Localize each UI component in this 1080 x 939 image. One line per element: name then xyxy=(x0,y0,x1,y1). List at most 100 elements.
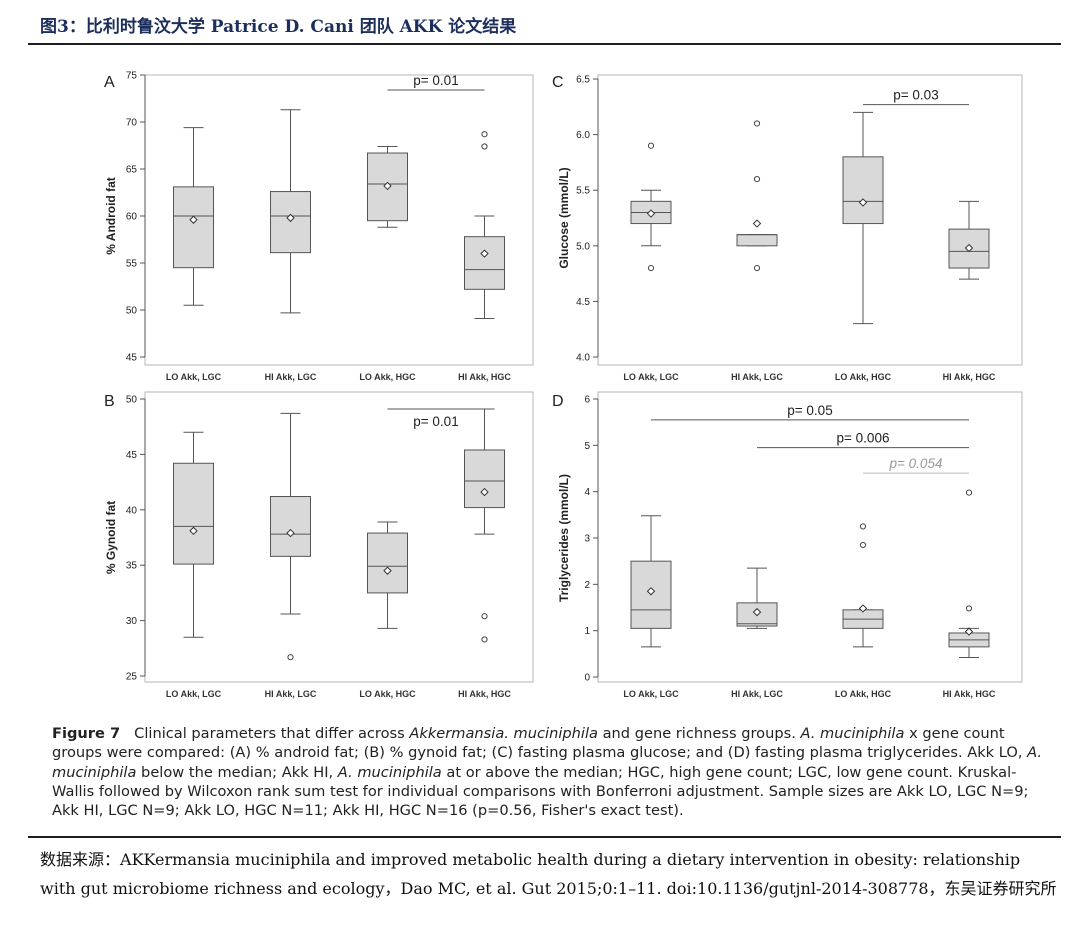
box-3 xyxy=(842,523,884,648)
y-tick-label: 40 xyxy=(126,505,138,516)
mean-marker xyxy=(286,213,295,223)
box-1 xyxy=(630,142,672,272)
y-tick-label: 50 xyxy=(126,306,138,317)
panel-letter: C xyxy=(552,74,564,91)
significance-bracket: p= 0.006 xyxy=(757,431,969,449)
outlier-point xyxy=(859,523,867,530)
y-tick-label: 6 xyxy=(584,395,590,406)
box-iqr xyxy=(270,191,311,254)
x-tick-label: LO Akk, HGC xyxy=(835,689,892,699)
y-tick-label: 0 xyxy=(584,673,590,684)
outlier-point xyxy=(481,131,488,138)
x-tick-label: HI Akk, HGC xyxy=(458,372,511,382)
y-axis-label: Glucose (mmol/L) xyxy=(557,167,571,268)
box-iqr xyxy=(173,186,214,269)
significance-bracket: p= 0.01 xyxy=(387,408,485,429)
box-3 xyxy=(367,521,408,629)
box-4 xyxy=(464,131,505,319)
y-tick-label: 65 xyxy=(126,165,138,176)
outlier-point xyxy=(753,175,761,183)
caption-italic-4: A. muciniphila xyxy=(337,763,442,781)
panel-c: C 4.0 4.5 5.0 5.5 6.0 6.5 Glucose (mmol/L) LO Ak… xyxy=(552,74,1023,382)
box-1 xyxy=(173,127,214,306)
outlier-point xyxy=(965,605,973,612)
caption-italic-2: A. muciniphila xyxy=(800,725,905,742)
significance-bracket: p= 0.03 xyxy=(863,88,969,106)
panel-a: A 45 50 55 60 65 70 75 % Android fat LO Akk, LGC H… xyxy=(104,71,534,382)
y-tick-label: 5.5 xyxy=(576,186,590,197)
y-tick-label: 6.0 xyxy=(576,130,590,141)
box-3 xyxy=(842,111,884,325)
box-2 xyxy=(270,412,311,661)
box-2 xyxy=(270,109,311,314)
y-tick-label: 55 xyxy=(126,259,138,270)
page-title: 图3：比利时鲁汶大学 Patrice D. Cani 团队 AKK 论文结果 xyxy=(40,17,517,37)
x-tick-label: LO Akk, HGC xyxy=(835,372,892,382)
significance-bracket: p= 0.054 xyxy=(863,456,969,474)
x-tick-label: LO Akk, LGC xyxy=(623,372,679,382)
outlier-point xyxy=(481,143,488,150)
x-tick-label: LO Akk, HGC xyxy=(359,689,416,699)
outlier-point xyxy=(481,636,488,643)
y-tick-label: 45 xyxy=(126,450,138,461)
p-value-label: p= 0.006 xyxy=(837,431,890,446)
x-tick-label: HI Akk, LGC xyxy=(731,372,783,382)
significance-bracket: p= 0.01 xyxy=(387,73,485,91)
outlier-point xyxy=(481,613,488,620)
y-axis-label: % Android fat xyxy=(104,177,118,255)
caption-italic-1: Akkermansia. muciniphila xyxy=(409,725,598,742)
box-4 xyxy=(948,489,990,659)
x-tick-label: HI Akk, LGC xyxy=(731,689,783,699)
caption-text-4: below the median; Akk HI, xyxy=(136,763,338,781)
significance-bracket: p= 0.05 xyxy=(651,403,969,421)
outlier-point xyxy=(753,264,761,272)
box-iqr xyxy=(173,462,214,565)
y-tick-label: 4.5 xyxy=(576,297,590,308)
mean-marker xyxy=(858,198,868,207)
panel-letter: D xyxy=(552,393,564,410)
mean-marker xyxy=(383,181,392,191)
bottom-rule xyxy=(28,836,1061,838)
y-tick-label: 25 xyxy=(126,672,138,683)
outlier-point xyxy=(965,489,973,496)
caption-text-5: at or above the median; HGC, high gene c… xyxy=(52,763,1029,820)
y-tick-label: 4 xyxy=(584,487,590,498)
box-2 xyxy=(736,567,778,629)
mean-marker xyxy=(858,604,868,613)
box-3 xyxy=(367,145,408,228)
mean-marker xyxy=(964,627,974,636)
box-1 xyxy=(630,515,672,648)
mean-marker xyxy=(480,249,489,258)
y-tick-label: 1 xyxy=(584,626,590,637)
y-tick-label: 2 xyxy=(584,580,590,591)
y-tick-label: 75 xyxy=(126,71,138,82)
box-iqr xyxy=(464,449,505,509)
box-4 xyxy=(464,408,505,643)
y-tick-label: 4.0 xyxy=(576,353,590,364)
x-tick-label: LO Akk, LGC xyxy=(166,372,222,382)
mean-marker xyxy=(646,587,656,596)
figure-label: Figure 7 xyxy=(52,725,121,742)
panel-d: D 0 1 2 3 4 5 6 Triglycerides (mmol/L) LO Akk, LG… xyxy=(552,391,1023,699)
outlier-point xyxy=(287,654,294,661)
x-tick-label: LO Akk, LGC xyxy=(166,689,222,699)
top-rule xyxy=(28,43,1061,45)
mean-marker xyxy=(964,243,974,253)
caption-text-1: Clinical parameters that differ across xyxy=(134,725,410,742)
y-tick-label: 35 xyxy=(126,561,138,572)
figure-caption: Figure 7 Clinical parameters that differ … xyxy=(52,724,1052,820)
mean-marker xyxy=(189,526,198,536)
p-value-label: p= 0.01 xyxy=(413,73,458,88)
box-iqr xyxy=(736,234,778,247)
box-4 xyxy=(948,200,990,280)
x-tick-label: HI Akk, HGC xyxy=(458,689,511,699)
source-note: 数据来源：AKKermansia muciniphila and improve… xyxy=(40,845,1060,903)
panel-letter: B xyxy=(104,393,115,410)
outlier-point xyxy=(647,142,655,149)
box-iqr xyxy=(842,156,884,225)
mean-marker xyxy=(646,209,656,218)
caption-italic-3: A. muciniphila xyxy=(52,744,1043,781)
p-value-label: p= 0.054 xyxy=(889,456,943,471)
x-tick-label: LO Akk, HGC xyxy=(359,372,416,382)
mean-marker xyxy=(752,219,762,228)
